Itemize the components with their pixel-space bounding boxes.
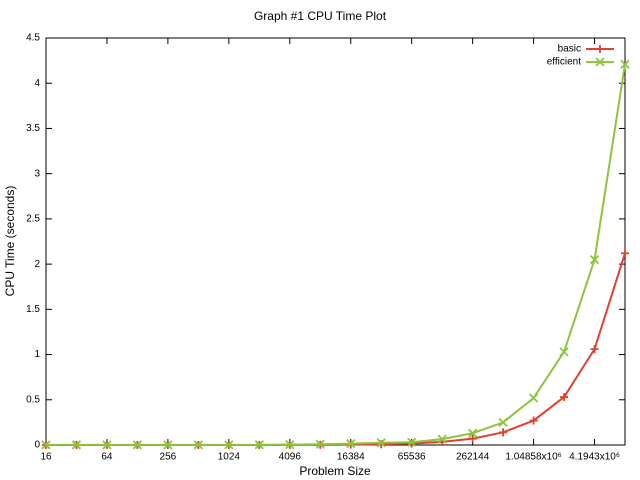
point [376,438,386,448]
y-tick-label: 1 [34,349,40,360]
point [499,428,508,437]
point [315,439,325,449]
y-tick-label: 2 [34,259,40,270]
x-tick-label: 1.04858x10⁶ [505,452,561,463]
y-tick-label: 0.5 [26,394,40,405]
x-tick-label: 4.1943x10⁶ [569,452,620,463]
point [467,428,478,438]
point [559,347,569,357]
legend-marker [596,45,604,53]
point [528,393,539,403]
y-tick-label: 1.5 [26,304,40,315]
x-tick-label: 16384 [337,452,365,463]
line [46,252,626,446]
x-axis-label: Problem Size [299,464,371,478]
point [346,439,356,449]
point [285,440,295,450]
y-axis-label: CPU Time (seconds) [3,186,17,297]
x-tick-label: 64 [101,452,113,463]
point [468,434,477,443]
point [102,440,112,450]
y-tick-label: 2.5 [26,214,40,225]
y-tick-label: 3.5 [26,123,40,134]
point [437,434,447,444]
point [621,249,629,258]
point [407,437,417,447]
chart-title: Graph #1 CPU Time Plot [254,9,387,23]
x-tick-label: 65536 [398,452,426,463]
line [46,64,626,446]
point [620,59,630,69]
plot-frame [45,37,626,446]
point [590,345,599,354]
y-tick-label: 4.5 [26,33,40,44]
point [589,254,600,265]
point [560,393,569,402]
point [132,440,143,450]
x-tick-label: 1024 [218,452,241,463]
y-tick-label: 4 [34,78,40,89]
legend-label: efficient [547,57,582,68]
y-tick-label: 3 [34,168,40,179]
x-tick-label: 262144 [456,452,490,463]
x-tick-label: 4096 [279,452,302,463]
y-tick-label: 0 [34,440,40,451]
legend-marker [595,57,605,67]
x-tick-label: 256 [160,452,177,463]
point [193,440,204,450]
point [41,440,51,450]
point [254,440,264,450]
legend-label: basic [558,44,581,55]
point [71,440,82,450]
point [498,417,508,428]
point [224,440,234,450]
x-tick-label: 16 [40,452,52,463]
point [163,440,173,450]
point [529,416,538,425]
